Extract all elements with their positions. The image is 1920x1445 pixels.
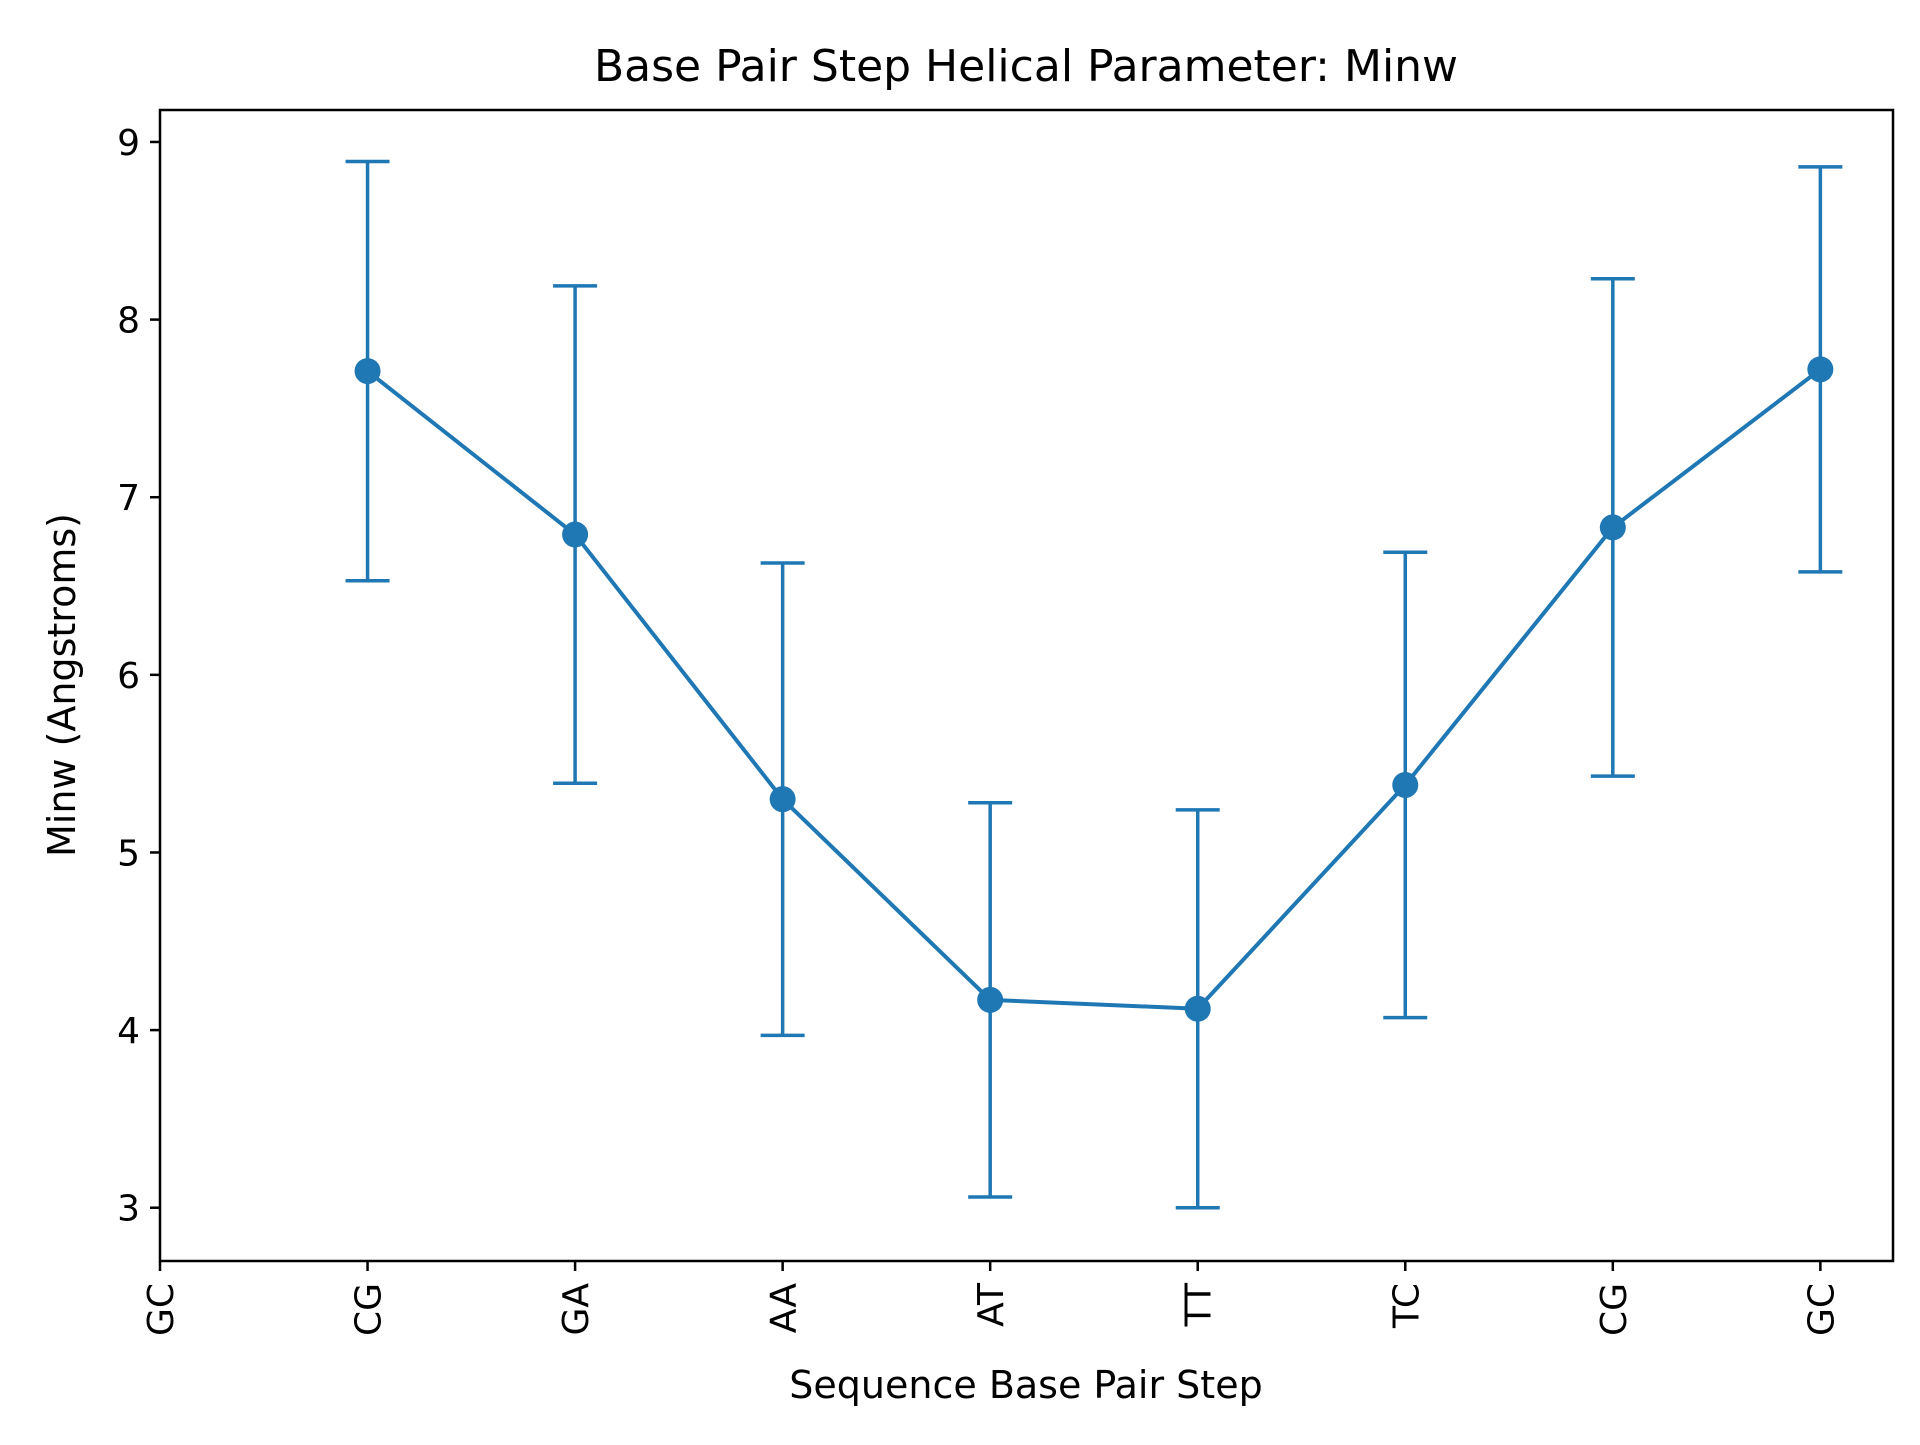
y-tick-label: 7 bbox=[117, 478, 140, 519]
y-tick-label: 3 bbox=[117, 1189, 140, 1230]
x-tick-label: AT bbox=[971, 1282, 1012, 1327]
data-point bbox=[1392, 771, 1419, 798]
plot-layer bbox=[345, 159, 1843, 1210]
series-line bbox=[366, 367, 1822, 1011]
data-point bbox=[977, 986, 1004, 1013]
y-tick-label: 6 bbox=[117, 656, 140, 697]
axes-frame bbox=[158, 108, 1895, 1263]
x-tick-label: CG bbox=[349, 1283, 390, 1336]
x-tick-label: TT bbox=[1179, 1282, 1220, 1327]
x-axis-label: Sequence Base Pair Step bbox=[789, 1363, 1262, 1407]
data-point bbox=[1599, 514, 1626, 541]
y-tick-label: 9 bbox=[117, 123, 140, 164]
y-axis-label: Minw (Angstroms) bbox=[40, 513, 84, 857]
data-point bbox=[562, 521, 589, 548]
y-tick-label: 8 bbox=[117, 301, 140, 342]
data-point bbox=[354, 358, 381, 385]
x-tick-label: TC bbox=[1386, 1283, 1427, 1329]
y-tick-label: 4 bbox=[117, 1011, 140, 1052]
x-tick-label: AA bbox=[764, 1283, 805, 1334]
x-tick-label: GC bbox=[1801, 1283, 1842, 1336]
data-point bbox=[769, 786, 796, 813]
data-point bbox=[1184, 995, 1211, 1022]
x-tick-label: CG bbox=[1594, 1283, 1635, 1336]
x-tick-label: GA bbox=[556, 1283, 597, 1336]
chart-title: Base Pair Step Helical Parameter: Minw bbox=[594, 41, 1458, 92]
x-tick-label: GC bbox=[141, 1283, 182, 1336]
data-point bbox=[1807, 356, 1834, 383]
y-tick-label: 5 bbox=[117, 833, 140, 874]
